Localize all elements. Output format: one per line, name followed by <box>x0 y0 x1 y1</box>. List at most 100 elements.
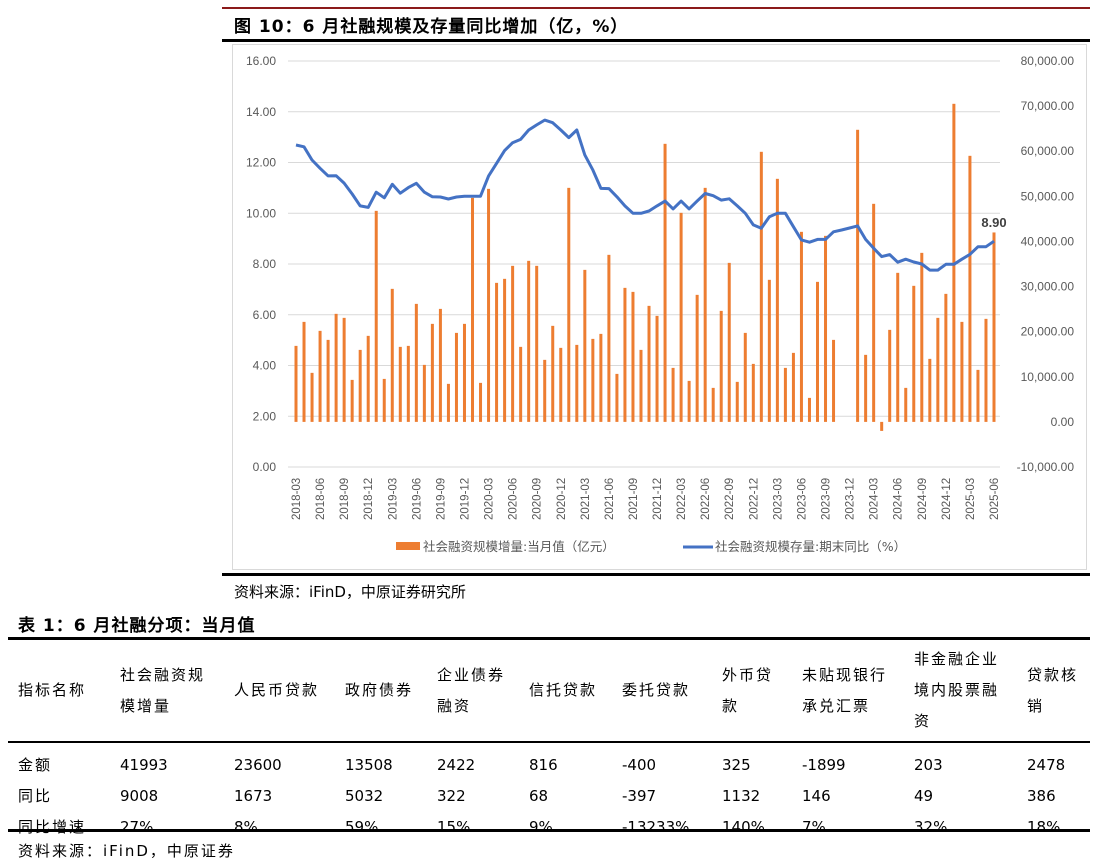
bar <box>471 197 475 422</box>
bar <box>888 329 892 422</box>
table-cell: 386 <box>1027 786 1056 805</box>
table-cell: 7% <box>802 817 826 836</box>
bar <box>599 333 603 422</box>
right-axis-tick: -10,000.00 <box>1017 460 1075 474</box>
x-axis-tick: 2021-06 <box>604 478 616 520</box>
left-axis-tick: 6.00 <box>253 308 277 322</box>
table-cell: 23600 <box>234 755 282 774</box>
bar <box>479 382 483 422</box>
bar <box>631 291 635 422</box>
x-axis-tick: 2022-03 <box>676 478 688 520</box>
chart-frame <box>232 44 1087 570</box>
x-axis-tick: 2019-06 <box>411 478 423 520</box>
bar <box>743 332 747 422</box>
bar <box>487 188 491 422</box>
bar <box>398 346 402 422</box>
left-axis-tick: 0.00 <box>253 460 277 474</box>
bar <box>374 210 378 422</box>
bar <box>856 129 860 422</box>
table-source: 资料来源：iFinD，中原证券 <box>18 842 235 860</box>
left-axis-tick: 12.00 <box>246 156 276 170</box>
x-axis-tick: 2023-09 <box>821 478 833 520</box>
bar <box>960 321 964 422</box>
table-bottom-rule <box>8 829 1090 832</box>
column-header: 信托贷款 <box>529 681 598 699</box>
bar <box>454 332 458 422</box>
x-axis-tick: 2018-12 <box>363 478 375 520</box>
table-cell: 1132 <box>722 786 761 805</box>
bar <box>727 262 731 422</box>
row-label: 同比 <box>18 787 53 805</box>
bar <box>527 260 531 422</box>
table-cell: 8% <box>234 817 258 836</box>
x-axis-tick: 2023-03 <box>772 478 784 520</box>
x-axis-tick: 2020-06 <box>508 478 520 520</box>
bar <box>936 317 940 422</box>
legend-label: 社会融资规模存量:期末同比（%） <box>715 539 906 554</box>
bar <box>615 373 619 422</box>
table-cell: 49 <box>914 786 934 805</box>
table-cell: 18% <box>1027 817 1061 836</box>
row-label: 金额 <box>18 756 53 774</box>
bar <box>302 321 306 422</box>
table-cell: 816 <box>529 755 558 774</box>
data-label: 8.90 <box>981 215 1006 230</box>
table-cell: 2422 <box>437 755 476 774</box>
figure-source: 资料来源：iFinD，中原证券研究所 <box>234 583 466 601</box>
bar <box>406 345 410 422</box>
table-cell: 2478 <box>1027 755 1066 774</box>
table-cell: -13233% <box>622 817 690 836</box>
bar <box>559 347 563 422</box>
bar <box>583 269 587 422</box>
bar <box>872 203 876 422</box>
right-axis-tick: 70,000.00 <box>1021 99 1075 113</box>
x-axis-tick: 2025-06 <box>989 478 1001 520</box>
bar <box>815 281 819 422</box>
x-axis-tick: 2021-12 <box>652 478 664 520</box>
table-row: 金额 41993 23600 13508 2422 816 -400 325 -1899 203 2… <box>8 742 1090 780</box>
table-cell: 15% <box>437 817 471 836</box>
bar <box>783 367 787 422</box>
bar <box>422 364 426 422</box>
x-axis-tick: 2020-03 <box>484 478 496 520</box>
bar <box>735 381 739 422</box>
column-header: 贷款核销 <box>1027 665 1079 715</box>
table-cell: 32% <box>914 817 948 836</box>
bar <box>382 378 386 422</box>
bar <box>390 288 394 422</box>
x-axis-tick: 2024-03 <box>869 478 881 520</box>
x-axis-tick: 2025-03 <box>965 478 977 520</box>
column-header: 未贴现银行承兑汇票 <box>802 665 888 715</box>
x-axis-tick: 2019-03 <box>387 478 399 520</box>
bar <box>623 287 627 422</box>
table-cell: -397 <box>622 786 657 805</box>
table-header-row: 指标名称 社会融资规模增量 人民币贷款 政府债券 企业债券融资 信托贷款 委托贷款 外币贷款未… <box>8 640 1090 742</box>
bar <box>655 315 659 422</box>
bar <box>759 151 763 422</box>
bar <box>647 305 651 422</box>
x-axis-tick: 2021-03 <box>580 478 592 520</box>
x-axis-tick: 2024-06 <box>893 478 905 520</box>
table-cell: 203 <box>914 755 943 774</box>
bar <box>775 178 779 422</box>
x-axis-tick: 2020-09 <box>532 478 544 520</box>
left-axis-tick: 2.00 <box>253 409 277 423</box>
table-row: 同比 9008 1673 5032 322 68 -397 1132 146 49 386 <box>8 780 1090 811</box>
left-axis-tick: 4.00 <box>253 359 277 373</box>
column-header: 指标名称 <box>18 681 87 699</box>
bar <box>695 294 699 422</box>
bar <box>511 265 515 422</box>
data-table: 指标名称 社会融资规模增量 人民币贷款 政府债券 企业债券融资 信托贷款 委托贷款 外币贷款未… <box>8 640 1090 842</box>
right-axis-tick: 10,000.00 <box>1021 370 1075 384</box>
title-rule <box>222 39 1090 42</box>
bar <box>976 369 980 422</box>
table-row: 同比增速 27% 8% 59% 15% 9% -13233% 140% 7% 32% 18% <box>8 811 1090 842</box>
bar <box>639 349 643 422</box>
table-cell: 146 <box>802 786 831 805</box>
bar <box>551 325 555 422</box>
x-axis-tick: 2020-12 <box>556 478 568 520</box>
bar <box>992 232 996 422</box>
bar <box>575 344 579 422</box>
table-top-rule <box>8 637 1090 640</box>
x-axis-tick: 2023-12 <box>845 478 857 520</box>
